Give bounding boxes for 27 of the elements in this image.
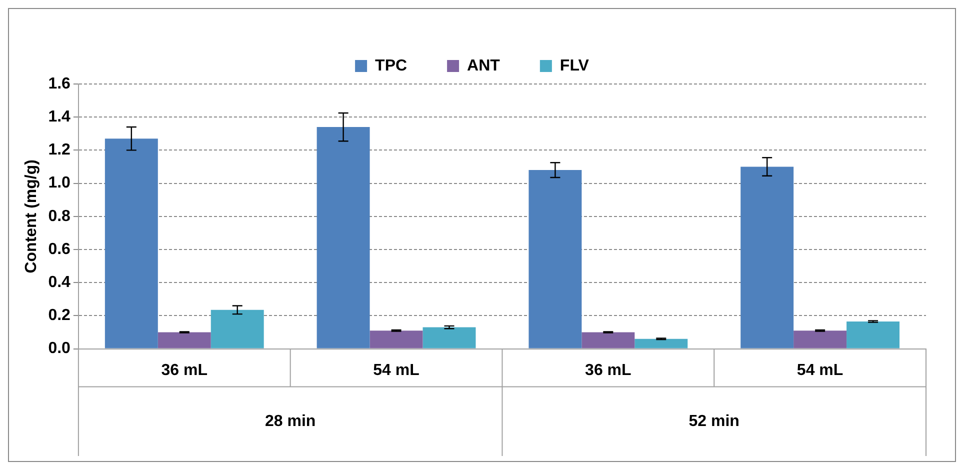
- bar: [316, 127, 370, 348]
- bar: [422, 327, 476, 348]
- y-axis-title: Content (mg/g): [23, 160, 40, 274]
- text: 52 min: [688, 412, 740, 430]
- bar: [210, 310, 264, 348]
- bar: [528, 170, 582, 348]
- y-tick-label: 0.8: [48, 208, 71, 225]
- bar: [740, 166, 794, 348]
- y-tick-label: 1.2: [48, 142, 71, 159]
- bar: [104, 138, 158, 348]
- y-tick-label: 1.0: [48, 174, 71, 192]
- bar: [634, 338, 688, 348]
- bar: [794, 330, 847, 348]
- y-tick-label: 0.2: [48, 307, 71, 324]
- bar: [158, 332, 211, 348]
- bar: [582, 332, 635, 348]
- legend-label: TPC: [375, 57, 408, 74]
- y-tick-label: 1.4: [48, 108, 71, 126]
- legend-label: FLV: [560, 57, 590, 74]
- y-tick-label: 0.4: [48, 274, 71, 292]
- y-tick-label: 0.0: [48, 340, 71, 358]
- bar: [370, 330, 423, 348]
- legend-label: ANT: [467, 57, 500, 74]
- y-tick-label: 1.6: [48, 75, 71, 92]
- y-tick-label: 0.6: [48, 240, 71, 258]
- text: 28 min: [264, 412, 316, 430]
- bar: [846, 321, 900, 348]
